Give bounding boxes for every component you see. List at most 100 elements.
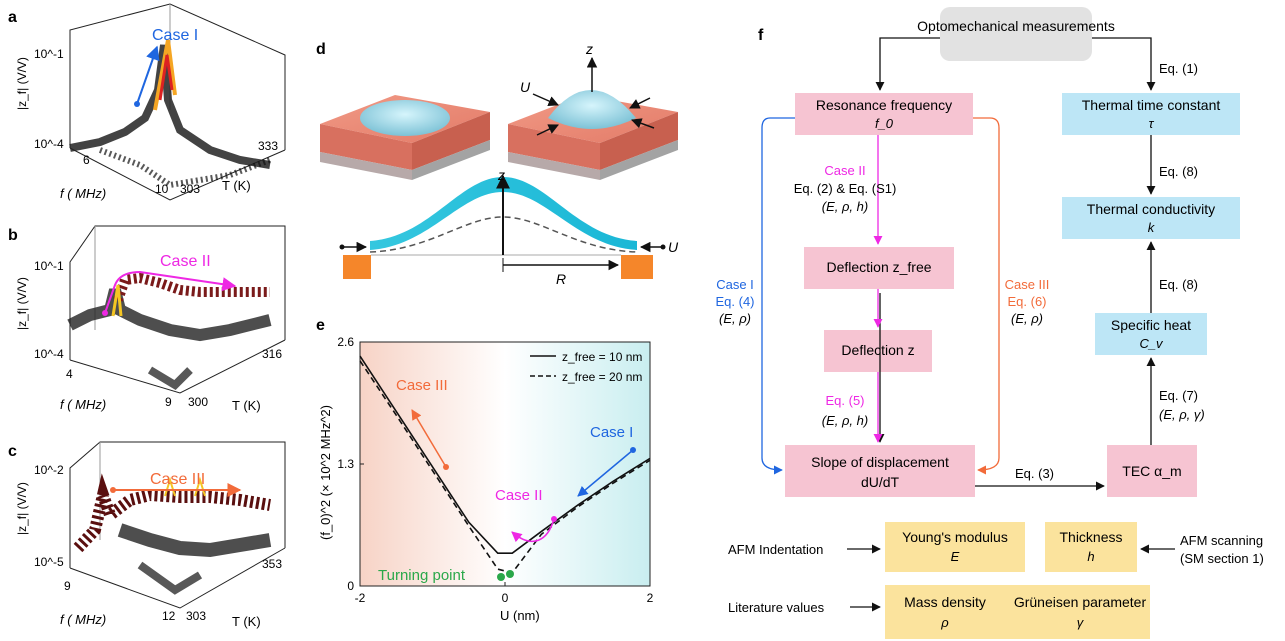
tlabel-b: T (K) <box>232 398 261 413</box>
box-deflection-free <box>804 247 954 289</box>
box-slope <box>785 445 975 497</box>
label-case1-eq: Eq. (4) <box>715 294 754 309</box>
case-label-c: Case III <box>150 471 205 488</box>
box-slope-symbol: dU/dT <box>861 474 900 490</box>
box-specific-heat-symbol: C_v <box>1139 336 1164 351</box>
panel-a: a Case I 10^-1 10^-4 |z_f| (V/V) 6 10 30… <box>8 3 286 201</box>
ftick-a-2: 10 <box>155 182 169 196</box>
panel-label-f: f <box>758 27 764 44</box>
turning-point-marker-2 <box>506 570 514 578</box>
chart-ytick-2: 2.6 <box>337 335 354 349</box>
chart-annotation-turning: Turning point <box>378 567 466 584</box>
z-label-cross: z <box>497 167 505 183</box>
ytick-c-bottom: 10^-5 <box>34 555 64 569</box>
box-thermal-cond-text: Thermal conductivity <box>1087 201 1215 217</box>
case1-arrow <box>577 449 634 497</box>
label-case3-params: (E, ρ) <box>1011 311 1043 326</box>
spectrum-stack-b <box>67 272 272 391</box>
box-mass-symbol: ρ <box>940 615 949 630</box>
label-literature: Literature values <box>728 600 825 615</box>
ttick-c-2: 353 <box>262 557 282 571</box>
chart-series-line-1 <box>359 360 651 574</box>
chart-annotation-case1: Case I <box>590 424 633 441</box>
box-resonance-symbol: f_0 <box>875 116 894 131</box>
label-eq8b: Eq. (8) <box>1159 277 1198 292</box>
box-deflection <box>824 330 932 372</box>
panel-label-a: a <box>8 9 17 26</box>
panel-f: f Optomechanical measurements Resonance … <box>715 7 1264 639</box>
box-youngs-text: Young's modulus <box>902 529 1008 545</box>
chart-ylabel: (f_0)^2 (× 10^2 MHz^2) <box>318 405 333 540</box>
box-thermal-cond-symbol: k <box>1148 220 1156 235</box>
chart-annotation-case3: Case III <box>396 377 448 394</box>
label-afm-scanning: AFM scanning <box>1180 533 1263 548</box>
case3-arrow <box>411 409 447 468</box>
box-deflection-text: Deflection z <box>841 342 914 358</box>
panel-d: d z U <box>316 41 679 287</box>
xlabel-c: f ( MHz) <box>60 612 106 627</box>
chart-series-line-0 <box>359 355 651 554</box>
chart-lines <box>359 355 651 574</box>
legend-label-20nm: z_free = 20 nm <box>562 370 642 384</box>
u-label-3d: U <box>520 79 531 95</box>
chart-xtick-2: 2 <box>647 591 654 605</box>
label-case1: Case I <box>716 277 754 292</box>
box-optomechanical <box>940 7 1092 61</box>
chart-annotation-case2: Case II <box>495 487 543 504</box>
box-deflection-free-text: Deflection z_free <box>826 259 931 275</box>
spectrum-stack-c <box>73 473 272 595</box>
support-left <box>343 255 371 279</box>
label-eq1: Eq. (1) <box>1159 61 1198 76</box>
box-thermal-time-text: Thermal time constant <box>1082 97 1221 113</box>
ttick-a-1: 303 <box>180 182 200 196</box>
panel-label-d: d <box>316 41 326 58</box>
support-right <box>621 255 653 279</box>
box-slope-text: Slope of displacement <box>811 454 949 470</box>
panel-label-c: c <box>8 443 17 460</box>
ytick-c-top: 10^-2 <box>34 463 64 477</box>
box-thickness-text: Thickness <box>1059 529 1122 545</box>
chart-xtick-1: 0 <box>502 591 509 605</box>
xlabel-b: f ( MHz) <box>60 397 106 412</box>
tlabel-a: T (K) <box>222 178 251 193</box>
panel-c: c Case III 10^-2 10^-5 |z_f| (V/V) 9 12 … <box>8 441 286 629</box>
chart-xlabel: U (nm) <box>500 608 540 623</box>
box-thickness-symbol: h <box>1087 549 1094 564</box>
chart-ytick-1: 1.3 <box>337 457 354 471</box>
chart-legend: z_free = 10 nm z_free = 20 nm <box>530 350 642 384</box>
label-eq5-params: (E, ρ, h) <box>822 413 868 428</box>
label-eq3: Eq. (3) <box>1015 466 1054 481</box>
panel-label-b: b <box>8 227 18 244</box>
chart-plot-area <box>360 342 650 586</box>
box-gruneisen-text: Grüneisen parameter <box>1014 594 1147 610</box>
label-case3-eq: Eq. (6) <box>1007 294 1046 309</box>
box-opto-text: Optomechanical measurements <box>917 18 1115 34</box>
tlabel-c: T (K) <box>232 614 261 629</box>
ytick-b-top: 10^-1 <box>34 259 64 273</box>
ylabel-a: |z_f| (V/V) <box>15 57 29 110</box>
ttick-a-2: 333 <box>258 139 278 153</box>
box-specific-heat <box>1095 313 1207 355</box>
label-eq8a: Eq. (8) <box>1159 164 1198 179</box>
ytick-b-bottom: 10^-4 <box>34 347 64 361</box>
box-mass-text: Mass density <box>904 594 986 610</box>
ttick-b-2: 316 <box>262 347 282 361</box>
chart-xtick-0: -2 <box>355 591 366 605</box>
box-mass-gruneisen <box>885 585 1150 639</box>
panel-label-e: e <box>316 317 325 334</box>
box-youngs-symbol: E <box>951 549 960 564</box>
label-case2-eq: Eq. (2) & Eq. (S1) <box>794 181 897 196</box>
box-resonance-text: Resonance frequency <box>816 97 952 113</box>
r-label: R <box>556 271 566 287</box>
label-eq7: Eq. (7) <box>1159 388 1198 403</box>
case2-arrow <box>511 518 555 543</box>
box-youngs-modulus <box>885 522 1025 572</box>
cross-section: z U R <box>339 167 679 287</box>
box-gruneisen-symbol: γ <box>1077 615 1085 630</box>
label-eq5: Eq. (5) <box>825 393 864 408</box>
ytick-a-top: 10^-1 <box>34 47 64 61</box>
ftick-a-1: 6 <box>83 153 90 167</box>
ylabel-c: |z_f| (V/V) <box>15 482 29 535</box>
